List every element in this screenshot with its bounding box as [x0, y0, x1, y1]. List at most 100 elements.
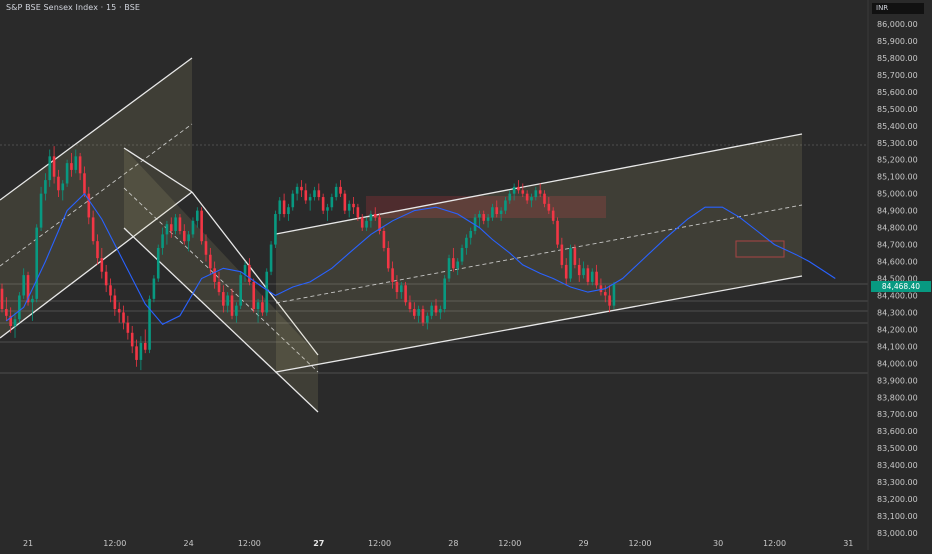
supply-zone: [366, 196, 606, 218]
candle-body: [534, 190, 538, 198]
candle: [478, 210, 481, 228]
price-tick-label: 83,500.00: [877, 444, 918, 453]
channel-2-lower-line: [123, 227, 319, 413]
candle: [386, 241, 390, 272]
candle-body: [378, 217, 381, 231]
candle: [117, 302, 121, 323]
candle-body: [386, 247, 390, 269]
candle-body: [556, 220, 559, 245]
time-axis: 21 12:00 24 12:00 27 12:00 28 12:00 29 12:00 30 12:…: [23, 539, 853, 548]
time-tick-label: 30: [713, 539, 723, 548]
candle: [295, 183, 299, 201]
candle-body: [525, 193, 529, 201]
candle-body: [252, 281, 256, 310]
candle: [434, 298, 438, 316]
candle-body: [538, 190, 542, 194]
candle-body: [61, 183, 65, 191]
candle-body: [417, 309, 420, 316]
time-tick-label: 12:00: [498, 539, 521, 548]
candle: [109, 278, 112, 303]
candle-body: [360, 217, 364, 228]
candle-body: [52, 156, 56, 177]
candle: [239, 271, 242, 310]
candle: [321, 193, 325, 215]
candle: [204, 234, 208, 262]
candle-body: [169, 224, 173, 231]
candle: [139, 336, 143, 371]
candle: [560, 237, 564, 269]
candle-body: [521, 190, 525, 194]
candle-body: [452, 258, 455, 269]
candle-body: [495, 207, 499, 215]
price-axis: 86,000.00 85,900.00 85,800.00 85,700.00 85,6…: [867, 0, 918, 550]
candle-body: [74, 156, 78, 170]
candle-body: [278, 200, 282, 215]
candle: [334, 183, 338, 201]
candle-body: [486, 217, 490, 221]
candle: [178, 214, 182, 235]
candle: [287, 203, 290, 221]
candle-body: [269, 244, 273, 272]
candle: [222, 285, 225, 313]
price-tick-label: 85,800.00: [877, 54, 918, 63]
candle-body: [547, 203, 551, 211]
candle-body: [543, 193, 546, 204]
candle: [330, 193, 334, 211]
candle-body: [504, 200, 507, 211]
candle-body: [161, 234, 164, 248]
candle: [269, 241, 273, 276]
candle-body: [156, 247, 160, 279]
candle-body: [590, 271, 594, 282]
candle-body: [343, 193, 347, 211]
candle-body: [187, 234, 190, 242]
candle: [26, 271, 30, 306]
candle: [534, 186, 538, 201]
candle-body: [599, 285, 603, 293]
candle-body: [612, 283, 616, 306]
candle: [282, 193, 286, 218]
candle: [551, 207, 555, 225]
candle-body: [191, 220, 195, 235]
candle-body: [456, 261, 459, 269]
candle: [482, 210, 486, 225]
candle: [473, 214, 477, 235]
channel-2-upper-ext: [191, 191, 319, 356]
time-tick-label: 21: [23, 539, 33, 548]
candle: [504, 197, 507, 215]
candle: [443, 275, 446, 313]
time-tick-label: 12:00: [368, 539, 391, 548]
candle: [347, 200, 351, 218]
candle: [421, 305, 425, 327]
candle-body: [404, 285, 407, 303]
price-tick-label: 84,500.00: [877, 275, 918, 284]
candle-body: [321, 197, 325, 211]
candle-body: [382, 230, 386, 248]
candle: [465, 234, 468, 255]
price-tick-label: 84,200.00: [877, 325, 918, 334]
price-tick-label: 85,600.00: [877, 88, 918, 97]
candle-body: [130, 332, 134, 347]
time-tick-label: 12:00: [103, 539, 126, 548]
candle: [65, 159, 69, 187]
moving-average-line: [5, 192, 836, 325]
candle: [5, 297, 8, 321]
price-tick-label: 84,300.00: [877, 308, 918, 317]
candle-body: [148, 298, 151, 350]
candle: [61, 180, 65, 201]
candle: [408, 295, 412, 313]
candle-body: [608, 295, 611, 306]
candle: [426, 312, 429, 330]
candle: [165, 220, 169, 245]
price-tick-label: 84,400.00: [877, 291, 918, 300]
candle-body: [408, 302, 412, 310]
currency-label[interactable]: INR: [872, 3, 924, 14]
candle: [573, 244, 577, 269]
candle-body: [399, 285, 403, 293]
candle: [456, 258, 459, 276]
candle-body: [517, 186, 520, 191]
price-tick-label: 83,200.00: [877, 495, 918, 504]
candle: [577, 258, 581, 282]
candle: [52, 146, 56, 184]
